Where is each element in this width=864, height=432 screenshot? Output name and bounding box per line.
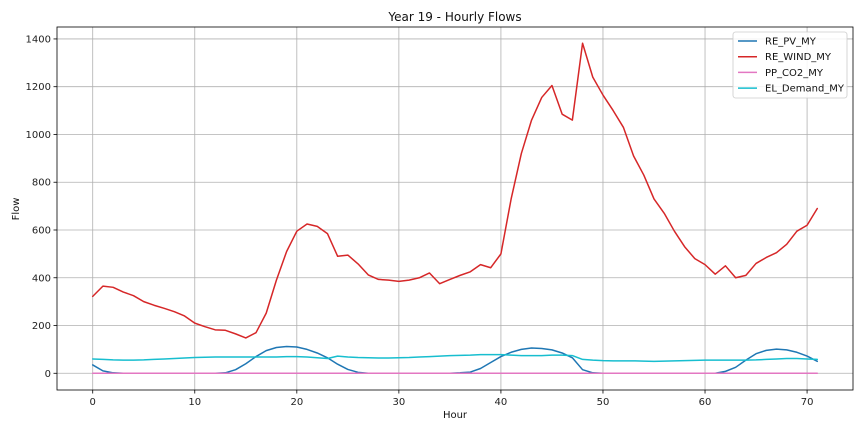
plot-frame [56,26,854,391]
x-tick-label: 30 [393,397,406,408]
x-tick-label: 60 [699,397,712,408]
legend-box [732,31,848,99]
y-tick-label: 800 [32,178,51,189]
legend-label: RE_PV_MY [765,37,817,48]
legend-label: EL_Demand_MY [765,84,845,95]
series-line-el-demand-my [91,353,819,363]
legend-label: RE_WIND_MY [765,52,832,63]
x-tick-label: 70 [801,397,814,408]
y-axis-label: Flow [11,198,22,221]
y-tick-label: 1200 [26,82,51,93]
x-axis-label: Hour [443,410,468,421]
ticks: 0 10 20 30 40 50 60 70 0 200 400 600 800 1000 1200 1400 [26,34,814,408]
x-tick-label: 20 [290,397,303,408]
y-tick-label: 400 [32,273,51,284]
x-tick-label: 50 [597,397,610,408]
legend-label: PP_CO2_MY [765,68,824,79]
y-tick-label: 1400 [26,34,51,45]
x-tick-label: 10 [188,397,201,408]
x-tick-label: 40 [495,397,508,408]
series-layer [91,42,819,375]
y-tick-label: 0 [45,369,51,380]
legend: RE_PV_MY RE_WIND_MY PP_CO2_MY EL_Demand_MY [732,31,848,99]
y-tick-label: 600 [32,225,51,236]
x-tick-label: 0 [90,397,96,408]
y-tick-label: 200 [32,321,51,332]
y-tick-label: 1000 [26,130,51,141]
series-line-re-wind-my [91,42,819,339]
chart-title: Year 19 - Hourly Flows [387,10,521,24]
